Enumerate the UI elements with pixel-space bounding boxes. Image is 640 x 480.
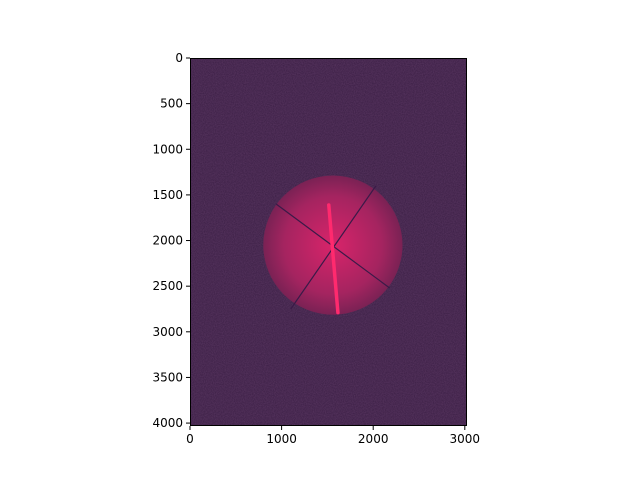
y-axis: 0 500 1000 1500 2000 2500 3000 3500 4000 [152,51,190,430]
bright-streak [327,203,340,315]
y-tick-label: 0 [175,51,183,65]
y-tick-label: 2500 [152,279,183,293]
y-tick-label: 3500 [152,370,183,384]
y-tick-label: 1000 [152,142,183,156]
y-tick-label: 2000 [152,234,183,248]
x-tick-label: 1000 [266,432,297,446]
x-tick-label: 0 [186,432,194,446]
plot-area [190,58,467,426]
x-axis: 0 1000 2000 3000 [186,426,480,446]
x-tick-label: 2000 [358,432,389,446]
axes-frame [190,58,467,426]
x-tick-label: 3000 [450,432,481,446]
y-tick-label: 1500 [152,188,183,202]
y-tick-label: 4000 [152,416,183,430]
y-tick-label: 500 [160,97,183,111]
y-tick-label: 3000 [152,325,183,339]
